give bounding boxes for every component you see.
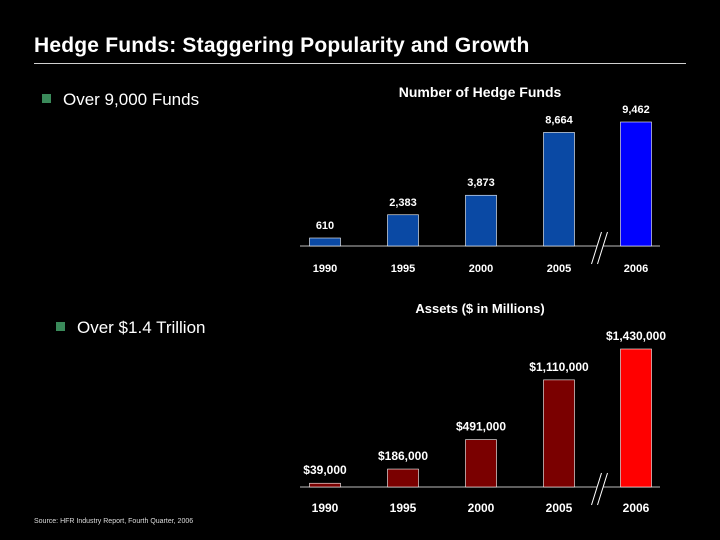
axis-break-mark <box>591 231 602 265</box>
tick-label-assets-2005: 2005 <box>546 501 573 515</box>
data-label-assets-1995: $186,000 <box>378 449 428 463</box>
axis-break-gap <box>591 232 608 264</box>
bar-funds-2006 <box>620 121 652 247</box>
chart-title: Assets ($ in Millions) <box>415 301 544 316</box>
axis-break-mark <box>597 231 608 265</box>
bullet-square-icon <box>42 94 51 104</box>
bar-funds-2000 <box>465 194 497 247</box>
data-label-assets-1990: $39,000 <box>303 463 347 477</box>
bullet-assets: Over $1.4 Trillion <box>56 318 206 338</box>
axis-break-gap <box>591 473 608 505</box>
page-title: Hedge Funds: Staggering Popularity and G… <box>34 34 530 57</box>
tick-label-assets-1995: 1995 <box>390 501 417 515</box>
data-label-funds-1995: 2,383 <box>389 197 417 209</box>
bar-assets-2005 <box>543 379 575 488</box>
bullet-assets-text: Over $1.4 Trillion <box>77 318 206 337</box>
data-label-assets-2006: $1,430,000 <box>606 329 666 343</box>
bar-funds-2005 <box>543 132 575 247</box>
bar-assets-1990 <box>309 482 341 488</box>
tick-label-assets-1990: 1990 <box>312 501 339 515</box>
tick-label-funds-1995: 1995 <box>391 263 415 275</box>
tick-label-funds-2006: 2006 <box>624 263 648 275</box>
data-label-assets-2005: $1,110,000 <box>529 360 589 374</box>
tick-label-assets-2006: 2006 <box>623 501 650 515</box>
chart-title: Number of Hedge Funds <box>399 84 562 100</box>
bar-funds-1995 <box>387 214 419 247</box>
title-divider <box>34 63 686 64</box>
axis-break-mark <box>597 472 608 506</box>
axis-break-mark <box>591 472 602 506</box>
bar-assets-2000 <box>465 439 497 488</box>
source-note: Source: HFR Industry Report, Fourth Quar… <box>34 518 194 525</box>
bullet-funds-text: Over 9,000 Funds <box>63 90 200 109</box>
bullet-funds: Over 9,000 Funds <box>42 90 199 110</box>
data-label-funds-2005: 8,664 <box>545 114 573 126</box>
bullet-square-icon <box>56 322 65 332</box>
data-label-funds-1990: 610 <box>316 220 334 232</box>
data-label-funds-2006: 9,462 <box>622 104 650 116</box>
tick-label-funds-2005: 2005 <box>547 263 571 275</box>
bar-funds-1990 <box>309 237 341 247</box>
tick-label-funds-1990: 1990 <box>313 263 337 275</box>
tick-label-funds-2000: 2000 <box>469 263 493 275</box>
tick-label-assets-2000: 2000 <box>468 501 495 515</box>
bar-assets-2006 <box>620 348 652 488</box>
data-label-funds-2000: 3,873 <box>467 177 495 189</box>
bar-assets-1995 <box>387 468 419 488</box>
data-label-assets-2000: $491,000 <box>456 420 506 434</box>
